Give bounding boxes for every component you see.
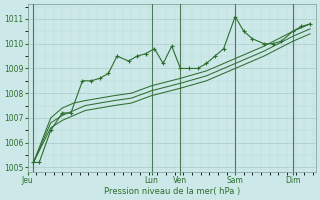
- X-axis label: Pression niveau de la mer( hPa ): Pression niveau de la mer( hPa ): [104, 187, 240, 196]
